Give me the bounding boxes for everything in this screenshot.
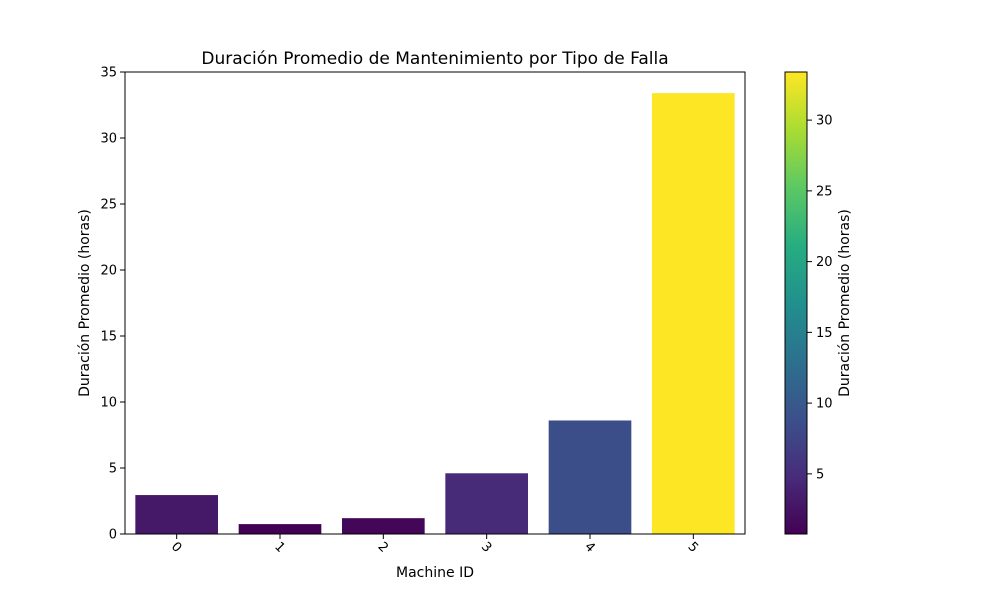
colorbar-tick-label: 20 [816,255,833,270]
colorbar [784,71,808,535]
colorbar-ticks: 5 10 15 20 25 30 [807,114,833,482]
chart-title: Duración Promedio de Mantenimiento por T… [201,49,668,69]
y-axis-ticks: 0 5 10 15 20 25 30 35 [100,66,125,543]
x-tick-label: 5 [685,539,701,555]
x-axis-ticks: 0 1 2 3 4 5 [168,534,701,556]
colorbar-tick-label: 25 [816,184,833,199]
y-tick-label: 30 [100,132,117,147]
colorbar-label: Duración Promedio (horas) [837,209,853,397]
colorbar-tick-label: 10 [816,397,833,412]
y-tick-label: 5 [109,462,117,477]
x-tick-label: 0 [168,539,184,555]
y-tick-label: 10 [100,396,117,411]
bar-3 [445,473,528,534]
colorbar-tick-label: 15 [816,326,833,341]
x-tick-label: 1 [271,539,287,555]
colorbar-tick-label: 30 [816,114,833,129]
colorbar-tick-label: 5 [816,467,824,482]
x-tick-label: 4 [581,539,597,555]
y-tick-label: 20 [100,264,117,279]
y-tick-label: 15 [100,330,117,345]
plot-area-frame [124,71,746,535]
bar-0 [135,495,218,534]
y-tick-label: 35 [100,66,117,81]
bar-4 [548,420,632,534]
bar-5 [652,93,735,535]
y-tick-label: 0 [109,528,117,543]
y-axis-label: Duración Promedio (horas) [77,209,93,397]
x-axis-label: Machine ID [396,565,474,581]
bars-group [135,93,735,535]
bar-2 [342,518,425,534]
x-tick-label: 2 [375,539,391,555]
y-tick-label: 25 [100,198,117,213]
x-tick-label: 3 [478,539,494,555]
bar-1 [238,524,322,534]
